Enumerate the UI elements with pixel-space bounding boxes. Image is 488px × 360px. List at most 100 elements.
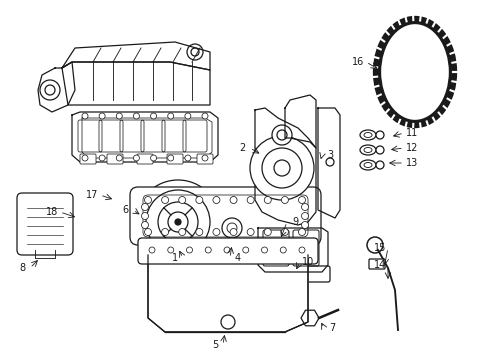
Circle shape [186, 247, 192, 253]
Circle shape [184, 155, 190, 161]
Polygon shape [285, 95, 315, 148]
Circle shape [246, 197, 254, 203]
Circle shape [144, 197, 151, 203]
FancyBboxPatch shape [80, 154, 96, 164]
Circle shape [150, 113, 156, 119]
Text: 3: 3 [326, 150, 332, 160]
Text: 18: 18 [46, 207, 58, 217]
Circle shape [141, 212, 148, 220]
Text: 17: 17 [85, 190, 98, 200]
Circle shape [116, 155, 122, 161]
Text: 13: 13 [405, 158, 417, 168]
Circle shape [375, 161, 383, 169]
FancyBboxPatch shape [197, 154, 213, 164]
Circle shape [301, 212, 308, 220]
Circle shape [178, 229, 185, 235]
Text: 6: 6 [122, 205, 128, 215]
Text: 10: 10 [301, 257, 313, 267]
Circle shape [281, 229, 288, 235]
Text: 11: 11 [405, 128, 417, 138]
Circle shape [224, 247, 229, 253]
Circle shape [144, 229, 151, 235]
Circle shape [261, 247, 267, 253]
Circle shape [82, 155, 88, 161]
Circle shape [184, 113, 190, 119]
FancyBboxPatch shape [167, 154, 183, 164]
Circle shape [264, 197, 271, 203]
Polygon shape [258, 228, 327, 272]
Circle shape [212, 229, 220, 235]
Circle shape [99, 113, 105, 119]
Text: 8: 8 [19, 263, 25, 273]
Circle shape [298, 229, 305, 235]
Circle shape [136, 180, 220, 264]
Circle shape [167, 247, 173, 253]
Ellipse shape [368, 9, 460, 135]
Circle shape [141, 221, 148, 229]
Circle shape [161, 229, 168, 235]
FancyBboxPatch shape [130, 187, 320, 245]
Circle shape [141, 203, 148, 211]
Ellipse shape [359, 160, 375, 170]
Ellipse shape [382, 26, 446, 118]
Circle shape [167, 113, 173, 119]
Circle shape [149, 247, 155, 253]
Ellipse shape [359, 145, 375, 155]
Circle shape [216, 212, 247, 244]
Polygon shape [38, 62, 75, 112]
FancyBboxPatch shape [368, 259, 384, 269]
FancyBboxPatch shape [137, 154, 153, 164]
Ellipse shape [359, 130, 375, 140]
Polygon shape [254, 108, 315, 225]
Circle shape [301, 203, 308, 211]
Circle shape [246, 229, 254, 235]
Text: 14: 14 [373, 260, 386, 270]
Ellipse shape [384, 28, 444, 116]
Circle shape [264, 229, 271, 235]
Circle shape [375, 131, 383, 139]
Text: 1: 1 [172, 253, 178, 263]
Circle shape [202, 113, 207, 119]
Circle shape [222, 218, 242, 238]
Polygon shape [258, 268, 327, 280]
Text: 12: 12 [405, 143, 417, 153]
Text: 4: 4 [234, 253, 241, 263]
Circle shape [212, 197, 220, 203]
Circle shape [271, 125, 291, 145]
Circle shape [205, 247, 211, 253]
Polygon shape [62, 62, 209, 105]
Circle shape [202, 155, 207, 161]
FancyBboxPatch shape [256, 266, 329, 282]
Circle shape [99, 155, 105, 161]
Text: 7: 7 [328, 323, 334, 333]
Polygon shape [317, 108, 339, 218]
Circle shape [133, 155, 139, 161]
Text: 5: 5 [211, 340, 218, 350]
Circle shape [175, 219, 181, 225]
Circle shape [195, 197, 203, 203]
Text: 16: 16 [351, 57, 364, 67]
FancyBboxPatch shape [17, 193, 73, 255]
Circle shape [280, 247, 285, 253]
Polygon shape [62, 42, 209, 70]
FancyBboxPatch shape [107, 154, 123, 164]
Polygon shape [148, 240, 307, 255]
Circle shape [82, 113, 88, 119]
Circle shape [221, 315, 235, 329]
Circle shape [178, 197, 185, 203]
Circle shape [133, 113, 139, 119]
Circle shape [167, 155, 173, 161]
Polygon shape [72, 112, 218, 162]
Circle shape [229, 229, 237, 235]
FancyBboxPatch shape [138, 238, 317, 264]
Ellipse shape [372, 14, 457, 130]
Circle shape [150, 155, 156, 161]
Text: 15: 15 [373, 243, 386, 253]
Circle shape [298, 247, 305, 253]
Circle shape [116, 113, 122, 119]
Circle shape [281, 197, 288, 203]
Text: 9: 9 [291, 217, 298, 227]
Circle shape [161, 197, 168, 203]
Circle shape [229, 197, 237, 203]
Circle shape [195, 229, 203, 235]
